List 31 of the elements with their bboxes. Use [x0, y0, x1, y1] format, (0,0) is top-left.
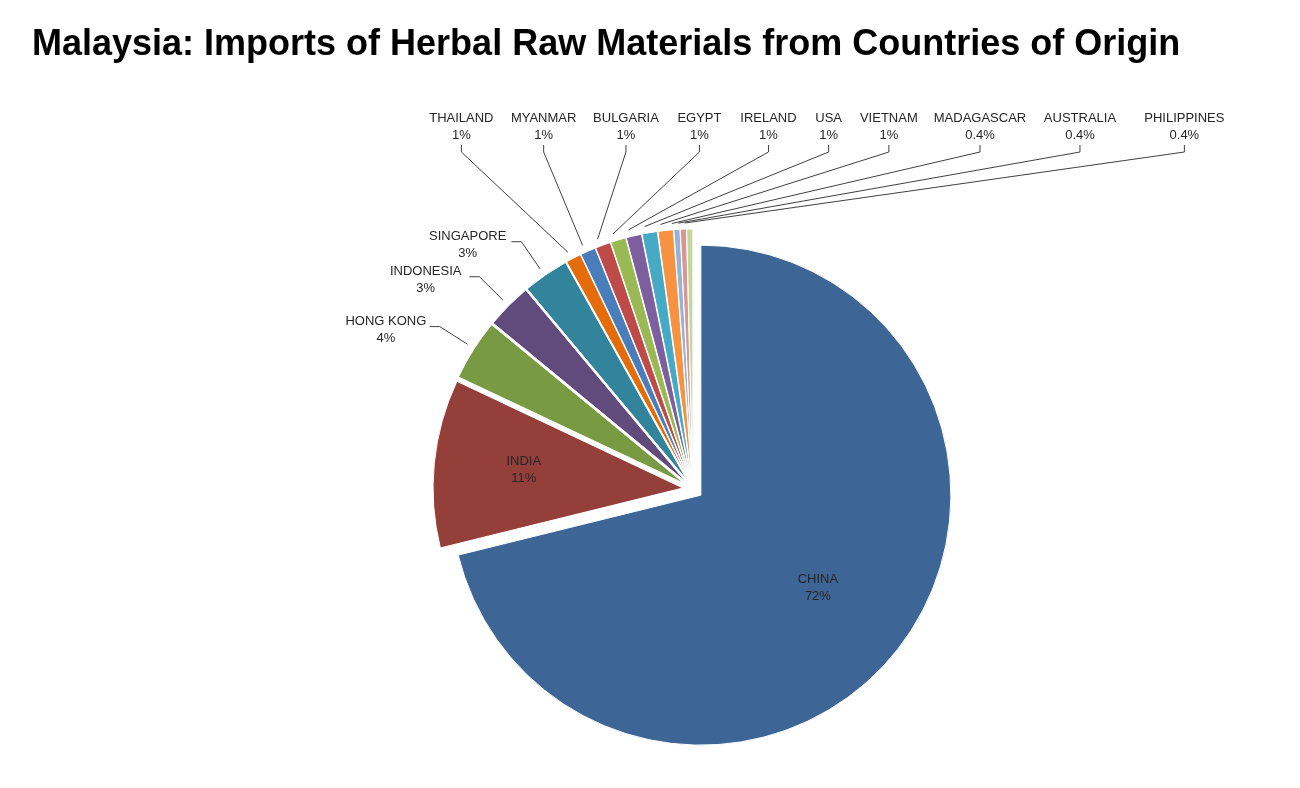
data-label: 0.4% — [1169, 127, 1200, 142]
data-label: 1% — [534, 127, 554, 142]
data-label: 1% — [451, 127, 472, 142]
data-label: 1% — [819, 127, 839, 142]
slice-label: CHINA — [797, 570, 839, 586]
data-label: 1% — [616, 127, 636, 142]
slice-label: BULGARIA — [593, 110, 660, 125]
slice-label: HONG KONG — [345, 312, 427, 328]
slice-label: VIETNAM — [859, 110, 918, 125]
data-label: 1% — [759, 127, 779, 142]
slice-label: SINGAPORE — [429, 227, 507, 243]
slice-label: USA — [815, 110, 843, 125]
slice-label: THAILAND — [429, 110, 494, 125]
data-label: 1% — [879, 127, 899, 142]
data-label: 72% — [804, 587, 832, 603]
data-label: 3% — [458, 244, 478, 260]
data-label: 0.4% — [1065, 127, 1096, 142]
data-label: 4% — [376, 329, 396, 345]
chart-title: Malaysia: Imports of Herbal Raw Materials from Countries of Origin — [31, 21, 1182, 65]
slice-label: INDIA — [506, 452, 542, 468]
slice-label: AUSTRALIA — [1043, 110, 1117, 125]
slice-label: EGYPT — [677, 110, 722, 125]
slice-label: MADAGASCAR — [933, 110, 1027, 125]
data-label: 0.4% — [965, 127, 996, 142]
slice-label: PHILIPPINES — [1144, 110, 1225, 125]
data-label: 1% — [690, 127, 710, 142]
slice-label: MYANMAR — [510, 110, 577, 125]
slice-label: IRELAND — [740, 110, 797, 125]
data-label: 3% — [416, 279, 436, 295]
data-label: 11% — [511, 469, 537, 485]
slice-label: INDONESIA — [389, 262, 462, 278]
